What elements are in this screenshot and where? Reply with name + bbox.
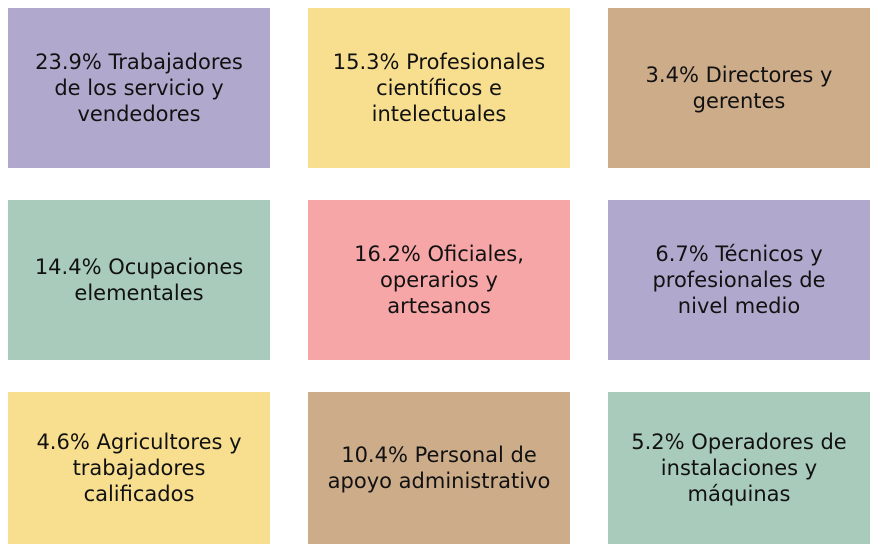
card-text: calificados	[83, 482, 195, 506]
card-text: operarios y	[380, 268, 498, 292]
card-text: 23.9% Trabajadores	[35, 50, 243, 74]
card-text: instalaciones y	[660, 456, 818, 480]
category-card: 15.3% Profesionales científicos e intelect…	[308, 8, 570, 168]
card-text: trabajadores	[72, 456, 206, 480]
card-text: 10.4% Personal de	[341, 443, 537, 467]
card-text: apoyo administrativo	[327, 469, 551, 493]
category-card: 6.7% Técnicos y profesionales de nivel med…	[608, 200, 870, 360]
card-text: 5.2% Operadores de	[631, 430, 847, 454]
card-text: de los servicio y	[54, 76, 224, 100]
card-text: 15.3% Profesionales	[332, 50, 546, 74]
category-card: 3.4% Directores y gerentes	[608, 8, 870, 168]
card-text: 4.6% Agricultores y	[36, 430, 242, 454]
category-card: 4.6% Agricultores y trabajadores calificad…	[8, 392, 270, 544]
card-text: 16.2% Oficiales,	[354, 242, 524, 266]
category-card: 14.4% Ocupaciones elementales	[8, 200, 270, 360]
category-card: 16.2% Oficiales, operarios y artesanos	[308, 200, 570, 360]
card-text: 6.7% Técnicos y	[655, 242, 823, 266]
card-text: 14.4% Ocupaciones	[34, 255, 244, 279]
card-text: elementales	[74, 281, 204, 305]
category-card: 10.4% Personal de apoyo administrativo	[308, 392, 570, 544]
card-text: vendedores	[77, 102, 201, 126]
card-text: científicos e	[376, 76, 502, 100]
card-text: 3.4% Directores y	[645, 63, 833, 87]
card-text: nivel medio	[677, 294, 801, 318]
category-card: 23.9% Trabajadores de los servicio y vende…	[8, 8, 270, 168]
category-card: 5.2% Operadores de instalaciones y máquina…	[608, 392, 870, 544]
card-text: máquinas	[687, 482, 791, 506]
card-text: gerentes	[692, 89, 786, 113]
card-text: profesionales de	[652, 268, 826, 292]
card-text: artesanos	[387, 294, 491, 318]
card-text: intelectuales	[371, 102, 507, 126]
